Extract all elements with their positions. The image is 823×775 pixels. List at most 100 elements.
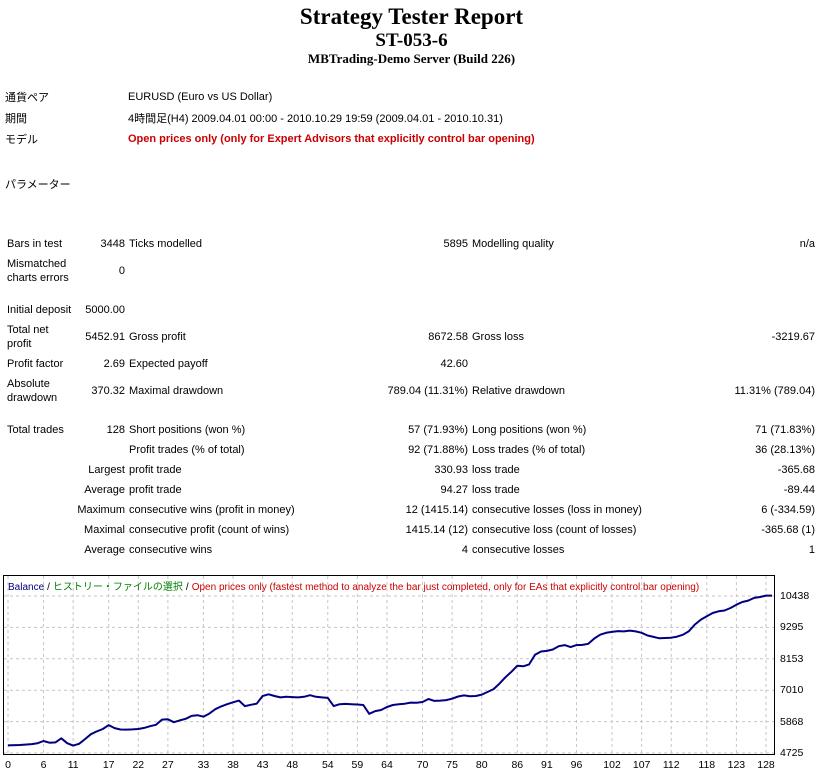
stats-value: 2.69: [103, 358, 125, 370]
stats-row: Profit trades (% of total) 92 (71.88%) Los…: [5, 440, 817, 460]
y-axis-label: 5868: [780, 715, 804, 728]
stats-label: Maximal drawdown: [129, 385, 224, 397]
x-axis-label: 0: [5, 759, 11, 771]
stats-label: Mismatched charts errors: [7, 258, 69, 284]
chart-plot-area: Balance / ヒストリー・ファイルの選択 / Open prices only (…: [3, 575, 775, 755]
x-axis-label: 22: [132, 759, 145, 771]
stats-label: Initial deposit: [7, 304, 72, 316]
stats-label: Gross profit: [129, 331, 186, 343]
x-axis-label: 75: [446, 759, 458, 771]
y-axis-label: 7010: [780, 684, 804, 697]
stats-value: [75, 440, 127, 460]
stats-label: loss trade: [472, 484, 520, 496]
parameters-row: パラメーター: [5, 173, 823, 194]
stats-row: Maximal consecutive profit (count of wins…: [5, 520, 817, 540]
legend-separator: /: [47, 582, 50, 593]
stats-row: Maximum consecutive wins (profit in money…: [5, 500, 817, 520]
stats-row: Total net profit 5452.91 Gross profit 8672.…: [5, 320, 817, 354]
stats-value: 3448: [100, 238, 125, 250]
x-axis-label: 59: [351, 759, 364, 771]
stats-value: [351, 254, 470, 288]
stats-value: n/a: [799, 238, 815, 250]
stats-spacer-cell: [5, 408, 817, 420]
stats-label: [470, 300, 694, 320]
stats-label: Modelling quality: [472, 238, 554, 250]
stats-value: [694, 354, 817, 374]
x-axis-label: 43: [256, 759, 269, 771]
stats-label: [5, 460, 75, 480]
stats-row: Initial deposit 5000.00: [5, 300, 817, 320]
stats-label: Absolute drawdown: [7, 378, 58, 404]
stats-value: 5452.91: [85, 331, 125, 343]
stats-value: 36 (28.13%): [755, 444, 815, 456]
x-axis-label: 112: [662, 759, 680, 771]
stats-value: [694, 300, 817, 320]
stats-label: Long positions (won %): [472, 424, 587, 436]
stats-label: consecutive profit (count of wins): [129, 524, 290, 536]
stats-value: Largest: [88, 464, 125, 476]
stats-label: consecutive losses: [472, 544, 565, 556]
report-header: Strategy Tester Report ST-053-6 MBTradin…: [0, 0, 823, 67]
stats-label: [470, 354, 694, 374]
stats-label: Profit trades (% of total): [129, 444, 245, 456]
x-axis-label: 54: [321, 759, 334, 771]
stats-spacer-row: [5, 408, 817, 420]
stats-value: 11.31% (789.04): [734, 385, 815, 397]
stats-label: profit trade: [129, 464, 182, 476]
y-axis-label: 4725: [780, 747, 804, 759]
stats-value: -365.68 (1): [761, 524, 815, 536]
server-build-line: MBTrading-Demo Server (Build 226): [307, 51, 516, 66]
stats-value: 330.93: [434, 464, 468, 476]
y-axis-label: 10438: [780, 590, 810, 602]
stats-label: consecutive wins: [129, 544, 213, 556]
chart-legend: Balance / ヒストリー・ファイルの選択 / Open prices only (…: [8, 578, 768, 593]
stats-row: Profit factor 2.69 Expected payoff 42.60: [5, 354, 817, 374]
stats-value: -365.68: [777, 464, 815, 476]
x-axis-label: 128: [757, 759, 775, 771]
x-axis-label: 38: [227, 759, 239, 771]
stats-value: 370.32: [91, 385, 125, 397]
stats-label: Bars in test: [7, 238, 63, 250]
x-axis-label: 80: [475, 759, 488, 771]
stats-value: Average: [84, 484, 125, 496]
stats-value: 8672.58: [428, 331, 468, 343]
balance-chart: Balance / ヒストリー・ファイルの選択 / Open prices only (…: [0, 575, 823, 775]
stats-label: profit trade: [129, 484, 182, 496]
x-axis-label: 102: [603, 759, 621, 771]
stats-label: consecutive loss (count of losses): [472, 524, 637, 536]
stats-value: 94.27: [440, 484, 468, 496]
report-title: Strategy Tester Report: [299, 4, 524, 29]
stats-label: loss trade: [472, 464, 520, 476]
x-axis-label: 11: [67, 759, 79, 771]
stats-value: [694, 254, 817, 288]
stats-value: 71 (71.83%): [755, 424, 815, 436]
stats-table: Bars in test 3448 Ticks modelled 5895 Modell…: [5, 234, 817, 560]
parameters-label: パラメーター: [5, 178, 71, 191]
stats-label: [5, 480, 75, 500]
stats-value: 6 (-334.59): [761, 504, 815, 516]
stats-value: 1: [808, 544, 815, 556]
model-row: モデル Open prices only (only for Expert Ad…: [5, 128, 823, 149]
x-axis-label: 70: [416, 759, 429, 771]
stats-value: 92 (71.88%): [408, 444, 468, 456]
stats-value: 5895: [443, 238, 468, 250]
stats-label: Expected payoff: [129, 358, 208, 370]
test-info-section: 通貨ペア EURUSD (Euro vs US Dollar) 期間 4時間足(…: [5, 86, 823, 194]
stats-label: Profit factor: [7, 358, 64, 370]
stats-label: Ticks modelled: [129, 238, 202, 250]
symbol-value: EURUSD (Euro vs US Dollar): [128, 90, 273, 103]
model-value: Open prices only (only for Expert Adviso…: [128, 132, 535, 145]
stats-row: Largest profit trade 330.93 loss trade -365.…: [5, 460, 817, 480]
stats-label: [5, 500, 75, 520]
stats-row: Average profit trade 94.27 loss trade -89.44: [5, 480, 817, 500]
legend-history-file: ヒストリー・ファイルの選択: [52, 582, 183, 593]
y-axis-label: 8153: [780, 652, 804, 665]
stats-row: Bars in test 3448 Ticks modelled 5895 Modell…: [5, 234, 817, 254]
x-axis-label: 48: [286, 759, 299, 771]
x-axis-label: 17: [102, 759, 115, 771]
stats-label: Relative drawdown: [472, 385, 565, 397]
stats-label: Total net profit: [7, 324, 49, 350]
stats-value: 789.04 (11.31%): [387, 385, 468, 397]
expert-name: ST-053-6: [375, 30, 448, 51]
